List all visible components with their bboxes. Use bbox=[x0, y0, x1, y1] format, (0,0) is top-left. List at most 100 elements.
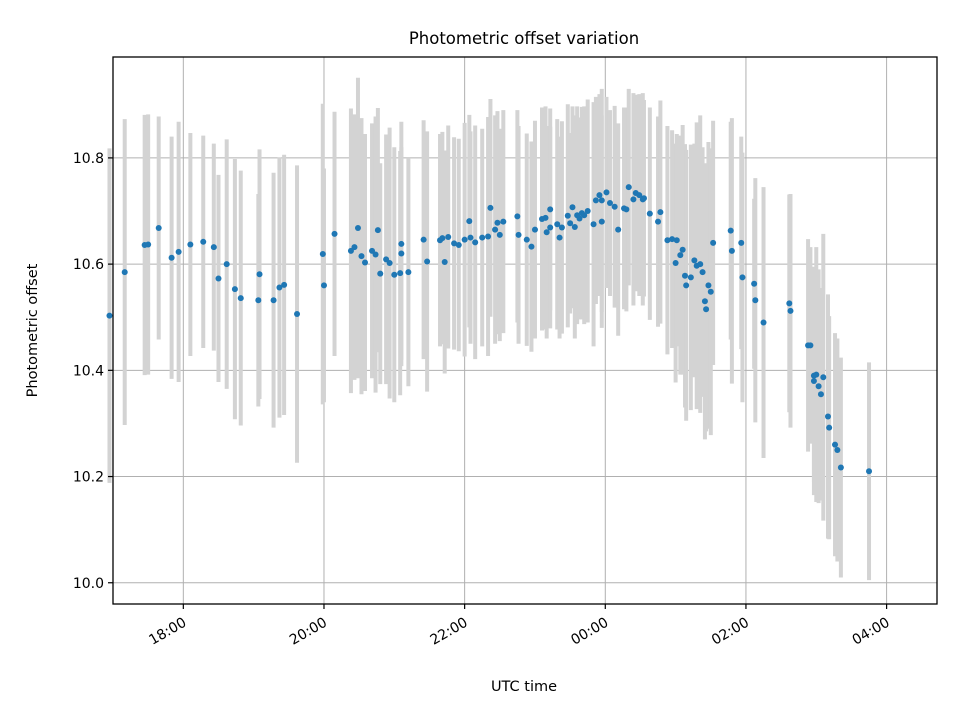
data-point bbox=[710, 239, 717, 246]
data-point bbox=[611, 203, 618, 210]
data-point bbox=[564, 212, 571, 219]
data-point bbox=[479, 234, 486, 241]
data-point bbox=[223, 261, 230, 268]
data-point bbox=[281, 281, 288, 288]
plot-frame bbox=[112, 56, 938, 605]
data-point bbox=[832, 441, 839, 448]
data-point bbox=[547, 206, 554, 213]
data-point bbox=[231, 286, 238, 293]
data-point bbox=[386, 260, 393, 267]
data-point bbox=[679, 246, 686, 253]
data-point bbox=[175, 248, 182, 255]
data-point bbox=[547, 224, 554, 231]
data-point bbox=[187, 241, 194, 248]
data-point bbox=[636, 192, 643, 199]
data-point bbox=[374, 227, 381, 234]
data-point bbox=[707, 288, 714, 295]
data-point bbox=[319, 251, 326, 258]
data-point bbox=[106, 312, 113, 319]
data-point bbox=[699, 269, 706, 276]
data-point bbox=[623, 206, 630, 213]
data-point bbox=[320, 282, 327, 289]
data-point bbox=[528, 243, 535, 250]
data-point bbox=[455, 241, 462, 248]
data-point bbox=[786, 300, 793, 307]
data-point bbox=[834, 446, 841, 453]
data-point bbox=[815, 383, 822, 390]
data-point bbox=[657, 209, 664, 216]
data-point bbox=[683, 282, 690, 289]
data-point bbox=[598, 218, 605, 225]
data-point bbox=[496, 231, 503, 238]
data-point bbox=[542, 214, 549, 221]
data-point bbox=[441, 258, 448, 265]
data-point bbox=[155, 225, 162, 232]
data-point bbox=[467, 234, 474, 241]
data-point bbox=[820, 374, 827, 381]
data-point bbox=[826, 424, 833, 431]
data-point bbox=[681, 272, 688, 279]
data-point bbox=[703, 306, 710, 313]
data-point bbox=[581, 212, 588, 219]
data-point bbox=[567, 220, 574, 227]
data-point bbox=[592, 197, 599, 204]
data-point bbox=[655, 218, 662, 225]
data-point bbox=[439, 235, 446, 242]
data-point bbox=[500, 218, 507, 225]
data-point bbox=[405, 269, 412, 276]
data-point bbox=[807, 342, 814, 349]
data-point bbox=[701, 298, 708, 305]
data-point bbox=[351, 244, 358, 251]
data-point bbox=[751, 280, 758, 287]
data-point bbox=[270, 297, 277, 304]
data-point bbox=[606, 200, 613, 207]
data-point bbox=[697, 261, 704, 268]
data-point bbox=[673, 237, 680, 244]
data-point bbox=[372, 251, 379, 258]
data-point bbox=[669, 236, 676, 243]
data-point bbox=[461, 236, 468, 243]
data-point bbox=[398, 250, 405, 257]
data-point bbox=[596, 192, 603, 199]
data-point bbox=[691, 257, 698, 264]
data-point bbox=[640, 195, 647, 202]
data-point bbox=[398, 240, 405, 247]
data-point bbox=[569, 204, 576, 211]
data-point bbox=[494, 219, 501, 226]
data-point bbox=[445, 234, 452, 241]
data-point bbox=[424, 258, 431, 265]
data-point bbox=[598, 197, 605, 204]
y-tick-label: 10.8 bbox=[73, 151, 104, 167]
data-point bbox=[420, 236, 427, 243]
y-tick-label: 10.2 bbox=[73, 470, 104, 486]
data-point bbox=[813, 371, 820, 378]
data-point bbox=[362, 259, 369, 266]
data-point bbox=[615, 226, 622, 233]
chart-title: Photometric offset variation bbox=[409, 29, 639, 48]
data-point bbox=[728, 247, 735, 254]
data-point bbox=[625, 184, 632, 191]
data-point bbox=[837, 464, 844, 471]
data-point bbox=[377, 270, 384, 277]
data-point bbox=[487, 204, 494, 211]
data-point bbox=[738, 239, 745, 246]
data-point bbox=[397, 270, 404, 277]
data-point bbox=[760, 319, 767, 326]
data-point bbox=[466, 218, 473, 225]
data-point bbox=[255, 297, 262, 304]
data-point bbox=[752, 297, 759, 304]
data-point bbox=[145, 241, 152, 248]
data-point bbox=[354, 225, 361, 232]
data-point bbox=[200, 238, 207, 245]
data-point bbox=[358, 253, 365, 260]
data-point bbox=[590, 221, 597, 228]
data-point bbox=[556, 234, 563, 241]
data-point bbox=[664, 237, 671, 244]
data-point bbox=[168, 254, 175, 261]
data-point bbox=[554, 221, 561, 228]
x-axis-label: UTC time bbox=[491, 679, 557, 695]
y-axis-label: Photometric offset bbox=[25, 263, 41, 397]
data-point bbox=[514, 213, 521, 220]
data-point bbox=[810, 377, 817, 384]
